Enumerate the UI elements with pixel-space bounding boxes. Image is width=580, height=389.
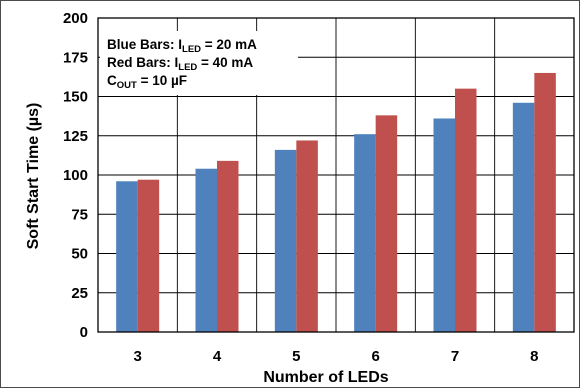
x-tick-label: 4: [213, 348, 222, 365]
y-tick-label: 50: [71, 246, 88, 263]
x-tick-label: 8: [530, 348, 538, 365]
y-tick-label: 200: [63, 10, 88, 27]
y-tick-labels: 0 25 50 75 100 125 150 175 200: [63, 10, 88, 341]
y-tick-label: 100: [63, 167, 88, 184]
plot-area-border: [97, 17, 575, 333]
y-tick-label: 25: [71, 285, 88, 302]
y-tick-label: 0: [80, 324, 88, 341]
bar-series-1-7: [433, 118, 455, 332]
y-tick-label: 175: [63, 49, 88, 66]
annotation-line-2: Red Bars: ILED = 40 mA: [107, 55, 253, 73]
bar-series-1-6: [354, 134, 376, 332]
bar-series-2-6: [375, 115, 398, 332]
x-tick-label: 6: [371, 348, 379, 365]
x-tick-label: 3: [133, 348, 141, 365]
bar-series-1-4: [195, 168, 217, 332]
bar-series-2-4: [217, 160, 239, 332]
bar-series-1-3: [116, 181, 138, 332]
annotation-line-3: COUT = 10 µF: [107, 73, 187, 91]
bar-series-1-8: [512, 102, 535, 332]
bar-series-1-5: [274, 149, 297, 332]
bar-series-2-7: [455, 88, 477, 333]
annotation-line-1: Blue Bars: ILED = 20 mA: [107, 37, 257, 55]
y-tick-label: 125: [63, 128, 88, 145]
bar-series-2-8: [534, 72, 556, 332]
x-axis-title: Number of LEDs: [263, 369, 388, 386]
y-axis-title: Soft Start Time (µs): [25, 103, 42, 250]
y-tick-label: 150: [63, 89, 88, 106]
bar-series-2-5: [296, 140, 318, 332]
x-tick-label: 7: [451, 348, 459, 365]
x-tick-label: 5: [292, 348, 300, 365]
x-tick-labels: 3 4 5 6 7 8: [133, 348, 538, 365]
bar-series-2-3: [137, 179, 160, 332]
y-tick-label: 75: [71, 206, 88, 223]
bars: [116, 72, 556, 333]
annotation-box: [100, 31, 298, 95]
